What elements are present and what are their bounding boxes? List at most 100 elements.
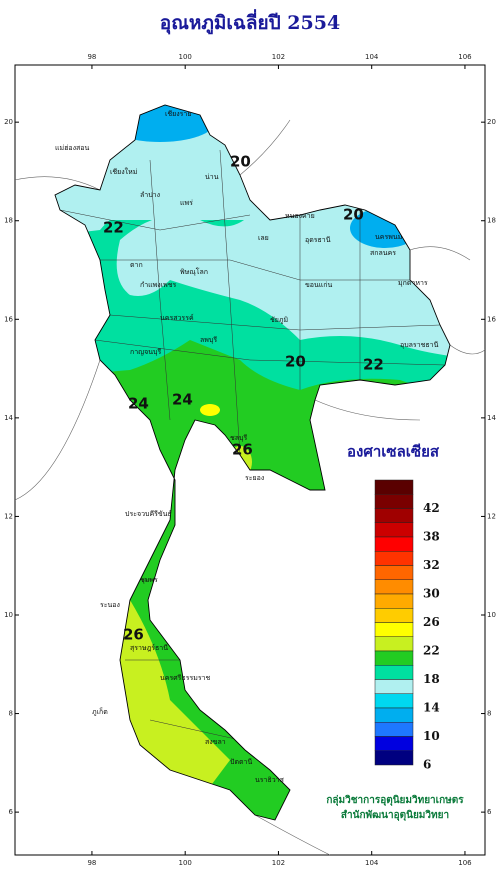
credit: สำนักพัฒนาอุตุนิยมวิทยา bbox=[341, 809, 449, 821]
place-label: ชุมพร bbox=[140, 576, 158, 584]
place-label: กาญจนบุรี bbox=[130, 348, 161, 356]
place-label: สงขลา bbox=[205, 738, 226, 746]
place-label: แม่ฮ่องสอน bbox=[55, 144, 89, 152]
legend-swatch bbox=[374, 736, 414, 751]
place-label: หนองคาย bbox=[285, 212, 315, 220]
place-label: อุดรธานี bbox=[305, 236, 331, 244]
place-label: เลย bbox=[258, 234, 269, 242]
legend-label: 22 bbox=[423, 644, 440, 658]
y-tick-label: 20 bbox=[4, 118, 13, 126]
contour-label: 22 bbox=[363, 356, 384, 374]
y-tick-label: 12 bbox=[487, 512, 496, 520]
contour-labels: 20 20 22 22 24 24 26 26 20 bbox=[103, 153, 384, 644]
legend-label: 30 bbox=[423, 587, 440, 601]
contour-label: 26 bbox=[232, 441, 253, 459]
y-tick-label: 14 bbox=[4, 414, 13, 422]
legend-swatch bbox=[374, 608, 414, 623]
legend-label: 18 bbox=[423, 672, 440, 686]
x-tick-label: 98 bbox=[87, 859, 96, 867]
neighbour-borders bbox=[14, 119, 486, 856]
legend-swatch bbox=[374, 622, 414, 637]
y-tick-label: 6 bbox=[9, 808, 14, 816]
place-label: เชียงราย bbox=[165, 110, 191, 118]
legend-swatch bbox=[374, 494, 414, 509]
place-label: แพร่ bbox=[180, 199, 193, 207]
place-label: สุราษฎร์ธานี bbox=[130, 644, 168, 652]
place-label: กำแพงเพชร bbox=[140, 281, 176, 289]
y-tick-label: 20 bbox=[487, 118, 496, 126]
place-label: พิษณุโลก bbox=[180, 267, 208, 276]
x-tick-label: 104 bbox=[365, 53, 379, 61]
contour-label: 20 bbox=[343, 206, 364, 224]
y-tick-label: 18 bbox=[487, 217, 496, 225]
y-tick-label: 16 bbox=[4, 315, 13, 323]
place-label: ประจวบคีรีขันธ์ bbox=[125, 510, 172, 518]
y-tick-label: 6 bbox=[487, 808, 492, 816]
contour-label: 26 bbox=[123, 626, 144, 644]
place-label: ลพบุรี bbox=[200, 336, 217, 344]
legend-swatch bbox=[374, 522, 414, 538]
place-label: เชียงใหม่ bbox=[110, 167, 137, 176]
credit: กลุ่มวิชาการอุตุนิยมวิทยาเกษตร bbox=[326, 794, 464, 806]
legend-title: องศาเซลเซียส bbox=[347, 443, 440, 461]
legend-swatch bbox=[374, 508, 414, 523]
map-title: อุณหภูมิเฉลี่ยปี 2554 bbox=[160, 9, 340, 35]
place-label: ภูเก็ต bbox=[92, 707, 108, 716]
legend-swatch bbox=[374, 636, 414, 652]
contour-label: 24 bbox=[128, 395, 149, 413]
legend-swatch bbox=[374, 593, 414, 609]
legend-swatch bbox=[374, 679, 414, 694]
x-tick-label: 100 bbox=[179, 53, 192, 61]
legend-label: 38 bbox=[423, 530, 440, 544]
y-tick-label: 14 bbox=[487, 414, 496, 422]
contour-label: 24 bbox=[172, 391, 193, 409]
place-label: มุกดาหาร bbox=[398, 279, 428, 287]
legend-label: 14 bbox=[423, 701, 440, 715]
place-label: ขอนแก่น bbox=[305, 281, 333, 289]
y-tick-label: 12 bbox=[4, 512, 13, 520]
place-label: ลำปาง bbox=[140, 191, 160, 199]
x-tick-label: 102 bbox=[272, 53, 285, 61]
y-tick-label: 10 bbox=[487, 611, 496, 619]
legend-swatch bbox=[374, 693, 414, 709]
place-label: นครศรีธรรมราช bbox=[160, 674, 211, 682]
place-label: สกลนคร bbox=[370, 249, 396, 257]
legend-swatch bbox=[374, 579, 414, 595]
legend-swatch bbox=[374, 722, 414, 737]
x-tick-label: 106 bbox=[458, 859, 472, 867]
place-label: นครพนม bbox=[375, 233, 402, 241]
place-label: ปัตตานี bbox=[230, 758, 252, 766]
legend-swatch bbox=[374, 750, 414, 766]
legend-swatch bbox=[374, 650, 414, 666]
place-label: น่าน bbox=[205, 173, 219, 181]
place-label: ชลบุรี bbox=[230, 434, 247, 442]
y-tick-label: 18 bbox=[4, 217, 13, 225]
country-outline bbox=[54, 104, 451, 821]
legend-label: 32 bbox=[423, 558, 440, 572]
contour-label: 20 bbox=[230, 153, 251, 171]
y-tick-label: 16 bbox=[487, 315, 496, 323]
contour-label: 20 bbox=[285, 353, 306, 371]
legend-swatch bbox=[374, 665, 414, 680]
x-tick-label: 104 bbox=[365, 859, 379, 867]
place-label: นราธิวาส bbox=[255, 776, 285, 784]
x-tick-label: 98 bbox=[87, 53, 96, 61]
legend-label: 10 bbox=[423, 729, 440, 743]
x-tick-label: 106 bbox=[458, 53, 472, 61]
place-label: อุบลราชธานี bbox=[400, 341, 439, 349]
legend-swatch bbox=[374, 707, 414, 723]
x-tick-label: 100 bbox=[179, 859, 192, 867]
y-tick-label: 10 bbox=[4, 611, 13, 619]
legend-swatch bbox=[374, 565, 414, 580]
place-label: ระยอง bbox=[245, 474, 264, 482]
y-tick-label: 8 bbox=[487, 710, 491, 718]
place-label: ชัยภูมิ bbox=[270, 316, 288, 324]
legend-label: 42 bbox=[423, 501, 440, 515]
place-label: ตาก bbox=[130, 261, 143, 269]
x-tick-label: 102 bbox=[272, 859, 285, 867]
legend-swatch bbox=[374, 536, 414, 552]
legend-swatch bbox=[374, 479, 414, 495]
legend-label: 6 bbox=[423, 758, 431, 772]
place-label: นครสวรรค์ bbox=[160, 314, 194, 322]
